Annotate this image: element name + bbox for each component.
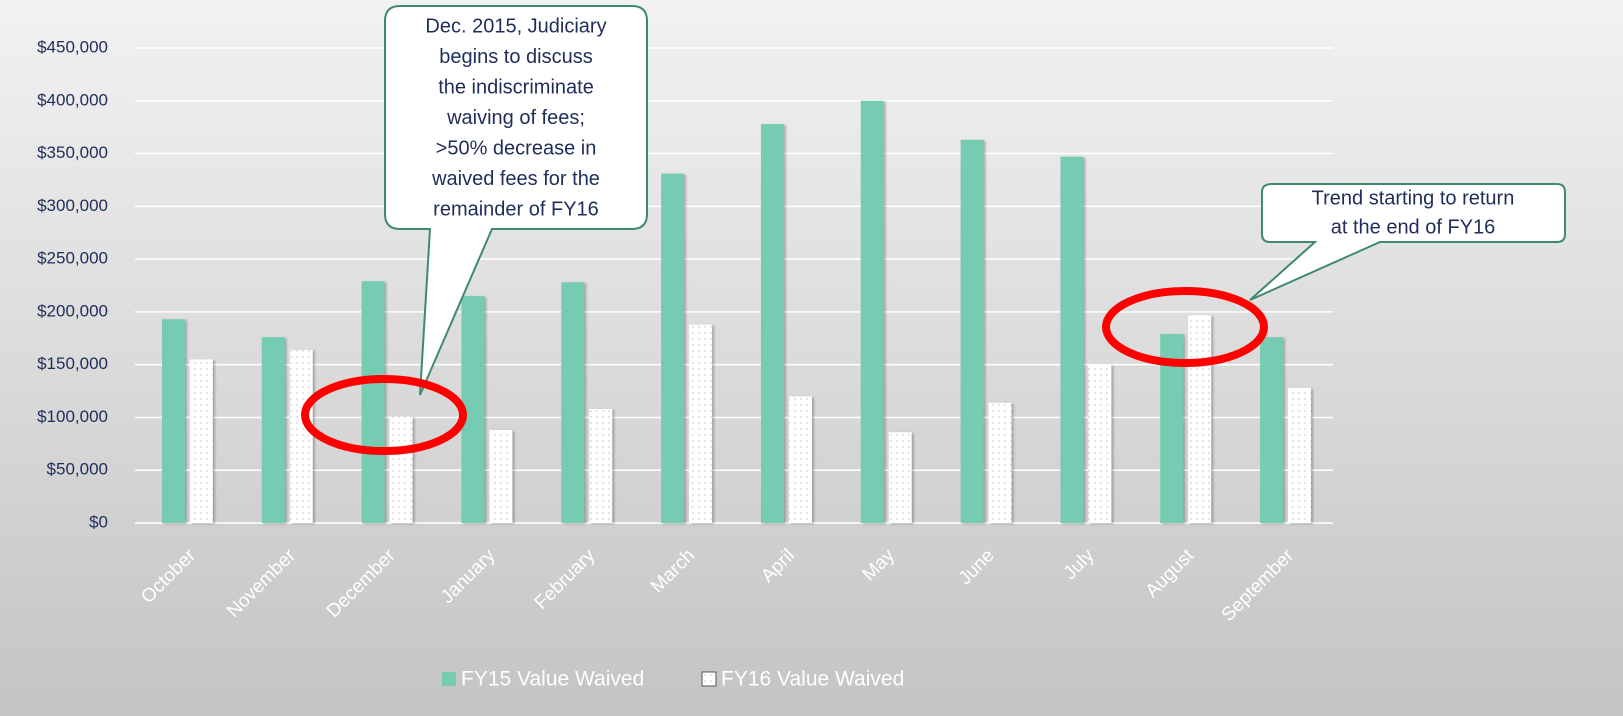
annotation-text: waived fees for the xyxy=(431,168,600,190)
y-tick-label: $450,000 xyxy=(37,37,108,56)
bar xyxy=(561,282,585,523)
annotation-text: remainder of FY16 xyxy=(433,198,599,220)
bar xyxy=(1060,156,1084,523)
bar xyxy=(661,173,685,523)
y-tick-label: $400,000 xyxy=(37,90,108,109)
highlight-ellipse xyxy=(301,375,467,455)
bar xyxy=(1088,364,1112,523)
callout-box xyxy=(384,5,648,396)
bar xyxy=(988,402,1012,523)
bar xyxy=(960,139,984,524)
y-tick-label: $350,000 xyxy=(37,143,108,162)
bar xyxy=(689,324,713,523)
bar xyxy=(1288,387,1312,523)
annotation-text: the indiscriminate xyxy=(438,76,594,98)
legend-label: FY15 Value Waived xyxy=(461,668,644,691)
annotation-text: begins to discuss xyxy=(439,46,592,68)
bar xyxy=(389,416,413,523)
bar xyxy=(1160,334,1184,523)
bar xyxy=(788,396,812,523)
highlight-ellipse xyxy=(1102,287,1268,367)
y-tick-label: $250,000 xyxy=(37,249,108,268)
bar xyxy=(461,296,485,523)
bar xyxy=(189,359,213,523)
overlay: Dec. 2015, Judiciary begins to discuss the… xyxy=(301,5,1566,455)
bar xyxy=(161,319,185,523)
bar xyxy=(289,349,313,523)
bar xyxy=(888,432,912,523)
bar xyxy=(860,100,884,524)
annotation-text: at the end of FY16 xyxy=(1331,216,1496,238)
bar xyxy=(1188,315,1212,523)
legend-swatch xyxy=(442,672,456,686)
bar xyxy=(489,430,513,523)
legend-swatch xyxy=(701,671,717,687)
y-tick-label: $100,000 xyxy=(37,407,108,426)
y-tick-label: $200,000 xyxy=(37,301,108,320)
annotation-text: Dec. 2015, Judiciary xyxy=(425,15,606,37)
bar xyxy=(760,124,784,523)
bar xyxy=(1260,337,1284,523)
annotation-text: Trend starting to return xyxy=(1312,187,1515,209)
annotation-text: waiving of fees; xyxy=(446,107,585,129)
bar xyxy=(361,281,385,523)
annotation-text: >50% decrease in xyxy=(436,137,597,159)
y-tick-label: $150,000 xyxy=(37,354,108,373)
legend-label: FY16 Value Waived xyxy=(721,668,904,691)
y-tick-label: $0 xyxy=(89,512,108,531)
bar xyxy=(261,337,285,523)
bar xyxy=(589,409,613,523)
y-tick-label: $50,000 xyxy=(47,460,108,479)
callout-box xyxy=(1249,183,1566,301)
y-tick-label: $300,000 xyxy=(37,196,108,215)
